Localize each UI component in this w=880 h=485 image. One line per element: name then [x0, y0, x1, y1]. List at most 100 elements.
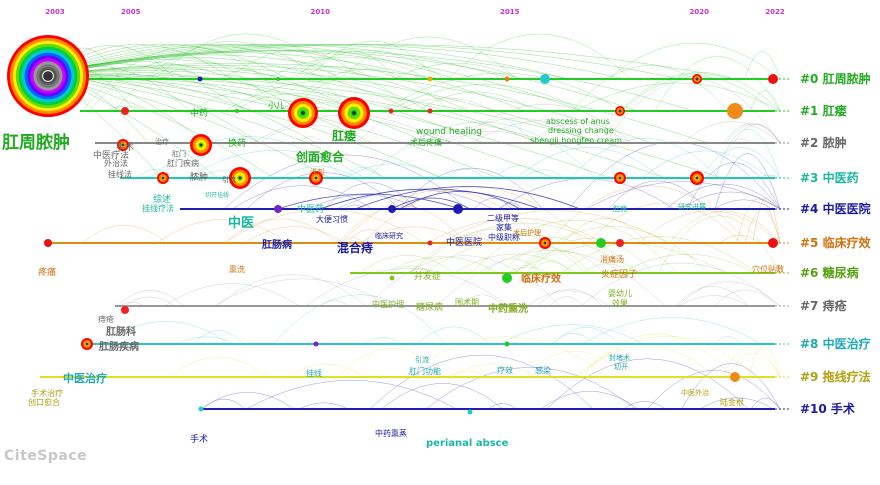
- link-arc: [280, 166, 357, 179]
- link-arc: [549, 296, 584, 307]
- keyword-node[interactable]: [540, 74, 550, 84]
- keyword-node[interactable]: [727, 103, 743, 119]
- keyword-label: 浅剂: [310, 167, 324, 176]
- link-arc: [388, 84, 583, 112]
- keyword-label: 疗效: [497, 365, 513, 375]
- keyword-label: 中药熏洗: [488, 302, 528, 315]
- link-arc: [518, 250, 605, 274]
- keyword-node[interactable]: [81, 338, 93, 350]
- keyword-node[interactable]: [117, 139, 129, 151]
- link-arc: [246, 379, 457, 410]
- keyword-node[interactable]: [7, 35, 89, 117]
- link-arc: [527, 290, 610, 307]
- keyword-label: 引流: [222, 175, 236, 184]
- keyword-node[interactable]: [692, 74, 702, 84]
- keyword-node[interactable]: [338, 97, 370, 129]
- link-arc: [223, 154, 468, 210]
- link-arc: [156, 219, 289, 244]
- link-arc: [713, 336, 742, 345]
- keyword-node[interactable]: [288, 98, 318, 128]
- keyword-label: 消痛汤: [600, 254, 624, 264]
- keyword-node[interactable]: [616, 239, 624, 247]
- link-arc: [730, 138, 753, 144]
- link-arc: [341, 237, 364, 244]
- link-arc: [362, 186, 586, 244]
- link-arc: [733, 124, 781, 144]
- keyword-label: 陆金根: [720, 397, 744, 407]
- keyword-node[interactable]: [389, 275, 395, 281]
- keyword-label: 中医药: [297, 203, 324, 215]
- link-arc: [47, 71, 429, 144]
- link-arc: [723, 122, 781, 144]
- keyword-label: 肛门功能: [409, 366, 441, 376]
- keyword-node[interactable]: [121, 107, 129, 115]
- link-arc: [574, 346, 717, 378]
- keyword-node[interactable]: [197, 76, 203, 82]
- link-arc: [440, 210, 668, 244]
- keyword-node[interactable]: [229, 167, 251, 189]
- keyword-node[interactable]: [190, 134, 212, 156]
- keyword-label: 挂线: [306, 368, 322, 378]
- keyword-node[interactable]: [453, 204, 463, 214]
- keyword-node[interactable]: [313, 341, 319, 347]
- keyword-node[interactable]: [388, 205, 396, 213]
- keyword-node[interactable]: [539, 237, 551, 249]
- keyword-node[interactable]: [309, 171, 323, 185]
- keyword-node[interactable]: [198, 406, 204, 412]
- link-arc: [425, 367, 636, 410]
- keyword-node[interactable]: [157, 172, 169, 184]
- keyword-node[interactable]: [502, 273, 512, 283]
- year-tick: 2015: [500, 8, 520, 16]
- keyword-node[interactable]: [768, 74, 778, 84]
- keyword-node[interactable]: [768, 238, 778, 248]
- link-arc: [449, 370, 489, 378]
- keyword-node[interactable]: [427, 76, 433, 82]
- link-arc: [726, 352, 781, 378]
- link-arc: [47, 64, 653, 144]
- keyword-node[interactable]: [690, 171, 704, 185]
- link-arc: [244, 226, 344, 244]
- keyword-node[interactable]: [44, 239, 52, 247]
- keyword-label: 效果: [612, 298, 628, 308]
- keyword-label: shengji hongfen cream: [530, 136, 622, 145]
- keyword-node[interactable]: [276, 77, 280, 81]
- keyword-node[interactable]: [504, 341, 510, 347]
- keyword-node[interactable]: [504, 76, 510, 82]
- keyword-node[interactable]: [427, 240, 433, 246]
- link-arc: [581, 317, 762, 345]
- link-arc: [416, 326, 491, 345]
- keyword-node[interactable]: [121, 306, 129, 314]
- keyword-label: 糖尿病: [416, 301, 443, 313]
- link-arc: [193, 93, 278, 112]
- link-arc: [654, 56, 781, 112]
- keyword-node[interactable]: [615, 106, 625, 116]
- keyword-node[interactable]: [235, 109, 239, 113]
- link-arc: [354, 186, 581, 210]
- co-occurrence-arcs: [47, 33, 781, 410]
- cluster-label: #4 中医医院: [800, 201, 871, 216]
- link-arc: [441, 118, 594, 144]
- link-arc: [381, 72, 623, 112]
- keyword-node[interactable]: [730, 372, 740, 382]
- keyword-label: 脓肿: [190, 171, 208, 183]
- link-arc: [337, 205, 467, 244]
- keyword-node[interactable]: [614, 172, 626, 184]
- cluster-label: #2 脓肿: [800, 135, 847, 150]
- cluster-label: #1 肛瘘: [800, 103, 847, 118]
- link-arc: [224, 218, 337, 244]
- keyword-node[interactable]: [427, 108, 433, 114]
- keyword-label: 并发症: [414, 270, 441, 282]
- keyword-node[interactable]: [467, 409, 473, 415]
- link-arc: [391, 197, 471, 210]
- keyword-node[interactable]: [388, 108, 394, 114]
- keyword-node[interactable]: [596, 238, 606, 248]
- year-tick: 2005: [121, 8, 141, 16]
- link-arc: [385, 256, 499, 274]
- link-arc: [299, 65, 373, 80]
- cluster-label: #10 手术: [800, 401, 855, 416]
- cluster-labels: #0 肛周脓肿 #1 肛瘘 #2 脓肿 #3 中医药 #4 中医医院 #5 临床疗效 #6 …: [800, 71, 872, 416]
- keyword-node[interactable]: [274, 205, 282, 213]
- keyword-label: 婴幼儿: [608, 288, 632, 298]
- link-arc: [367, 255, 561, 307]
